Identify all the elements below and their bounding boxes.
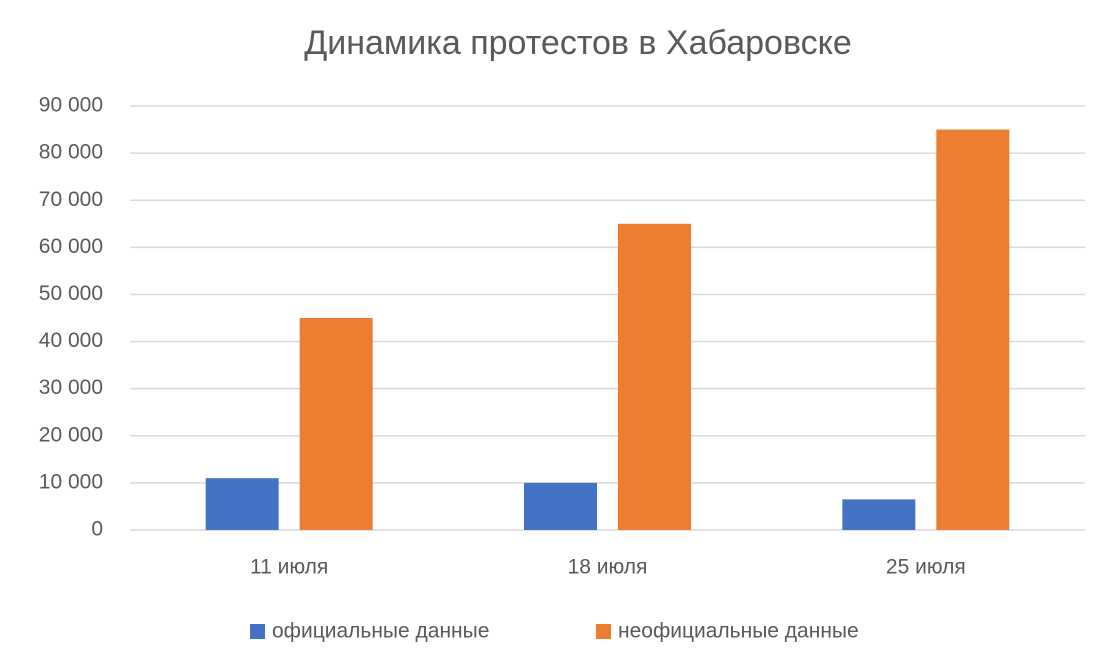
legend-label: неофициальные данные [618, 620, 859, 643]
legend-swatch [596, 624, 611, 639]
y-tick-label: 50 000 [39, 282, 103, 305]
legend-swatch [250, 624, 265, 639]
x-tick-label: 18 июля [568, 556, 648, 579]
bar [299, 318, 373, 530]
y-tick-label: 20 000 [39, 423, 103, 446]
legend-label: официальные данные [272, 620, 489, 643]
y-tick-label: 30 000 [39, 376, 103, 399]
bar [618, 223, 691, 530]
y-tick-label: 40 000 [39, 329, 103, 352]
x-tick-label: 11 июля [250, 556, 328, 579]
y-tick-label: 70 000 [39, 188, 103, 211]
bar [205, 478, 279, 530]
y-tick-label: 10 000 [39, 470, 103, 493]
bar [524, 482, 597, 530]
y-tick-label: 0 [91, 518, 103, 541]
y-tick-label: 60 000 [39, 235, 103, 258]
bar [936, 129, 1010, 531]
bar [842, 499, 916, 530]
x-tick-label: 25 июля [886, 556, 966, 579]
y-tick-label: 90 000 [39, 94, 103, 117]
chart-title: Динамика протестов в Хабаровске [304, 24, 852, 62]
y-tick-label: 80 000 [39, 141, 103, 164]
